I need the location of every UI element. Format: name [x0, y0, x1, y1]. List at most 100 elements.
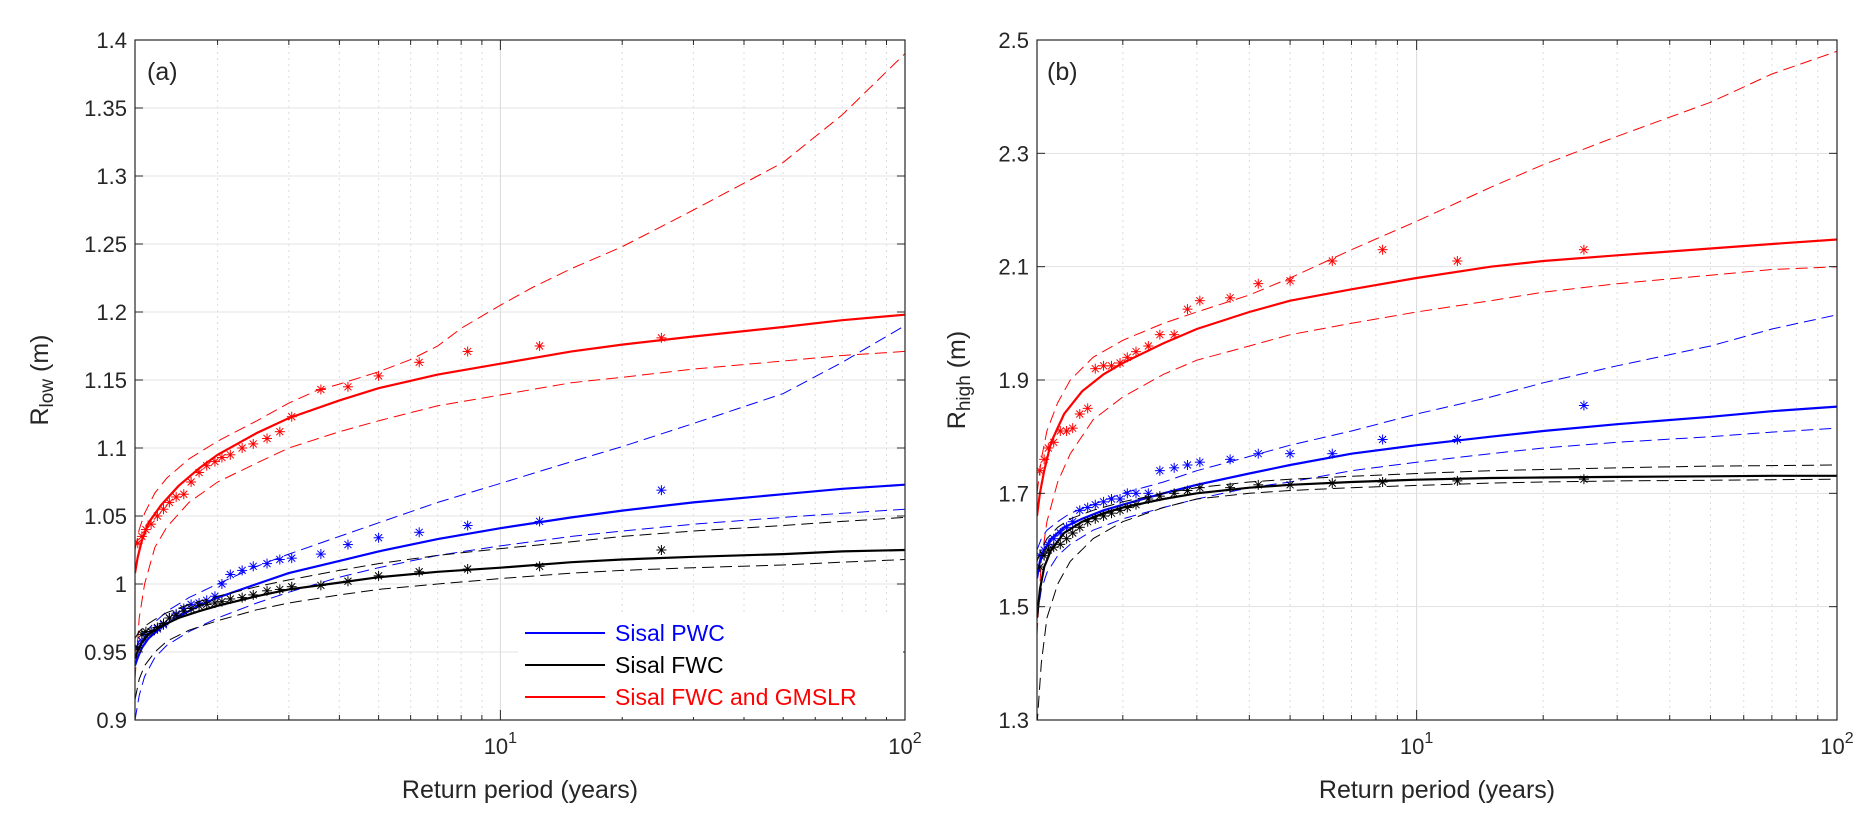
sisal-fwc-and-gmslr-data-point — [201, 460, 212, 471]
sisal-fwc-upper-bound-line — [1037, 464, 1837, 562]
sisal-fwc-and-gmslr-data-point — [1082, 403, 1093, 414]
legend: Sisal PWC Sisal FWC Sisal FWC and GMSLR — [518, 613, 903, 717]
sisal-fwc-and-gmslr-data-point — [315, 384, 326, 395]
panel-b-label: (b) — [1047, 58, 1078, 86]
sisal-fwc-and-gmslr-data-point — [158, 504, 169, 515]
sisal-fwc-and-gmslr-data-point — [164, 497, 175, 508]
sisal-pwc-data-point — [656, 485, 667, 496]
sisal-fwc-data-point — [1090, 513, 1101, 524]
sisal-pwc-data-point — [534, 516, 545, 527]
sisal-fwc-and-gmslr-data-point — [146, 519, 157, 530]
series-clip — [1037, 50, 1837, 720]
sisal-pwc-data-point — [1194, 457, 1205, 468]
sisal-fwc-data-point — [1327, 478, 1338, 489]
sisal-fwc-and-gmslr-data-point — [1122, 352, 1133, 363]
sisal-fwc-and-gmslr-data-point — [1253, 278, 1264, 289]
sisal-pwc-data-point — [225, 569, 236, 580]
panel-b: 1.3 1.5 1.7 1.9 2.1 2.3 2.5 101 102 (b) Return p… — [943, 28, 1854, 804]
sisal-pwc-data-point — [373, 532, 384, 543]
y-tick-label: 0.95 — [84, 640, 127, 665]
sisal-fwc-data-point — [1106, 508, 1117, 519]
sisal-fwc-data-point — [1182, 485, 1193, 496]
panel-b-x-axis-label: Return period (years) — [1319, 776, 1555, 804]
sisal-fwc-data-point — [1253, 479, 1264, 490]
sisal-fwc-and-gmslr-data-point — [342, 381, 353, 392]
sisal-pwc-data-point — [1578, 400, 1589, 411]
sisal-fwc-data-point — [342, 576, 353, 587]
y-tick-label: 1.7 — [998, 481, 1029, 506]
sisal-pwc-data-point — [1327, 448, 1338, 459]
sisal-fwc-data-point — [152, 622, 163, 633]
sisal-fwc-data-point — [1143, 494, 1154, 504]
sisal-fwc-and-gmslr-data-point — [1037, 465, 1045, 476]
panel-a-label: (a) — [147, 58, 178, 86]
sisal-fwc-and-gmslr-data-point — [1194, 295, 1205, 306]
sisal-fwc-and-gmslr-fit-line — [135, 313, 905, 574]
x-tick-label: 102 — [1820, 730, 1853, 759]
sisal-pwc-data-point — [1106, 494, 1117, 504]
sisal-pwc-data-point — [1143, 488, 1154, 499]
sisal-pwc-data-point — [1090, 499, 1101, 510]
sisal-fwc-data-point — [1225, 482, 1236, 493]
sisal-fwc-and-gmslr-data-point — [1377, 244, 1388, 255]
sisal-fwc-and-gmslr-data-point — [1578, 244, 1589, 255]
sisal-fwc-and-gmslr-data-point — [1154, 329, 1165, 340]
sisal-fwc-data-point — [1194, 482, 1205, 493]
legend-label-fwc: Sisal FWC — [615, 652, 724, 678]
y-tick-label: 1.05 — [84, 504, 127, 529]
sisal-pwc-data-point — [1131, 488, 1142, 499]
sisal-fwc-data-point — [136, 629, 147, 640]
sisal-fwc-data-point — [209, 598, 220, 609]
y-tick-label: 1.3 — [998, 708, 1029, 733]
sisal-fwc-data-point — [248, 589, 259, 600]
legend-label-gmslr: Sisal FWC and GMSLR — [615, 684, 857, 710]
sisal-fwc-data-point — [1061, 533, 1072, 544]
sisal-fwc-data-point — [373, 570, 384, 581]
sisal-fwc-data-point — [171, 610, 182, 621]
sisal-fwc-and-gmslr-data-point — [237, 443, 248, 453]
y-tick-label: 1.1 — [96, 436, 127, 461]
sisal-fwc-and-gmslr-data-point — [262, 433, 273, 444]
sisal-fwc-data-point — [1285, 479, 1296, 490]
y-tick-label: 2.5 — [998, 28, 1029, 53]
sisal-fwc-and-gmslr-data-point — [1115, 358, 1126, 368]
x-tick-label: 101 — [484, 730, 517, 759]
y-tick-label: 1.3 — [96, 164, 127, 189]
sisal-pwc-data-point — [1048, 533, 1059, 544]
sisal-pwc-data-point — [274, 554, 285, 565]
sisal-fwc-data-point — [315, 580, 326, 591]
sisal-fwc-and-gmslr-data-point — [178, 489, 189, 500]
sisal-pwc-data-point — [248, 561, 259, 572]
sisal-fwc-and-gmslr-data-point — [1327, 256, 1338, 266]
sisal-fwc-data-point — [414, 566, 425, 577]
sisal-pwc-fit-line — [135, 483, 905, 666]
sisal-fwc-data-point — [1055, 539, 1066, 550]
sisal-pwc-upper-bound-line — [135, 325, 905, 650]
sisal-pwc-data-point — [1115, 494, 1126, 504]
sisal-fwc-data-point — [1098, 511, 1109, 521]
sisal-fwc-data-point — [178, 606, 189, 617]
sisal-fwc-and-gmslr-data-point — [1452, 256, 1463, 266]
sisal-fwc-data-point — [225, 593, 236, 604]
sisal-fwc-and-gmslr-data-point — [1039, 454, 1050, 465]
sisal-fwc-data-point — [135, 642, 143, 653]
series-clip — [135, 53, 905, 720]
sisal-pwc-data-point — [1082, 502, 1093, 513]
sisal-fwc-data-point — [186, 603, 197, 614]
sisal-fwc-and-gmslr-data-point — [1067, 423, 1078, 434]
sisal-pwc-data-point — [1169, 462, 1180, 473]
sisal-pwc-upper-bound-line — [1037, 314, 1837, 551]
sisal-fwc-and-gmslr-data-point — [1143, 341, 1154, 351]
sisal-fwc-data-point — [274, 584, 285, 595]
y-tick-label: 1.25 — [84, 232, 127, 257]
x-tick-label: 101 — [1400, 730, 1433, 759]
sisal-fwc-data-point — [462, 564, 473, 575]
sisal-fwc-data-point — [1154, 491, 1165, 502]
sisal-pwc-data-point — [262, 558, 273, 569]
sisal-fwc-lower-bound-line — [135, 559, 905, 700]
sisal-fwc-and-gmslr-data-point — [1043, 443, 1054, 453]
sisal-fwc-and-gmslr-data-point — [171, 491, 182, 502]
sisal-fwc-and-gmslr-data-point — [136, 531, 147, 542]
sisal-fwc-and-gmslr-data-point — [216, 452, 227, 463]
